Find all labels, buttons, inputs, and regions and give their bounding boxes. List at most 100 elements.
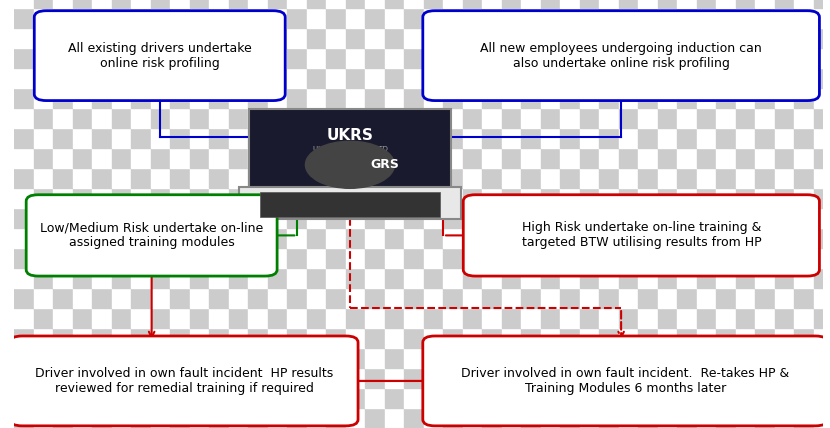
Bar	[72, 88, 92, 108]
Bar	[443, 208, 462, 228]
Bar	[189, 8, 209, 28]
Bar	[326, 328, 345, 348]
Bar	[33, 288, 53, 308]
Bar	[404, 0, 423, 8]
Bar	[384, 108, 404, 128]
Bar	[618, 148, 638, 168]
Bar	[462, 88, 482, 108]
Bar	[287, 228, 306, 248]
Bar	[228, 128, 248, 148]
Bar	[755, 288, 774, 308]
Bar	[638, 28, 657, 48]
Bar	[735, 308, 755, 328]
Bar	[482, 68, 501, 88]
Bar	[462, 0, 482, 8]
Bar	[735, 168, 755, 188]
Bar	[131, 228, 150, 248]
Bar	[560, 328, 579, 348]
Bar	[345, 168, 365, 188]
Bar	[365, 8, 384, 28]
Bar	[443, 348, 462, 368]
Bar	[677, 108, 696, 128]
Bar	[345, 48, 365, 68]
Bar	[599, 148, 618, 168]
Bar	[131, 328, 150, 348]
Bar	[92, 308, 111, 328]
Bar	[579, 288, 599, 308]
Bar	[560, 288, 579, 308]
Bar	[326, 88, 345, 108]
Bar	[599, 368, 618, 388]
Bar	[462, 288, 482, 308]
Bar	[228, 8, 248, 28]
Bar	[677, 148, 696, 168]
Bar	[209, 228, 228, 248]
Bar	[560, 88, 579, 108]
Bar	[14, 108, 33, 128]
Bar	[735, 48, 755, 68]
Bar	[404, 8, 423, 28]
Bar	[540, 308, 560, 328]
Bar	[326, 128, 345, 148]
Bar	[72, 388, 92, 408]
Bar	[657, 328, 677, 348]
Bar	[677, 248, 696, 268]
Bar	[248, 368, 267, 388]
Bar	[267, 68, 287, 88]
Bar	[306, 8, 326, 28]
Bar	[794, 288, 813, 308]
Bar	[228, 188, 248, 208]
Circle shape	[305, 141, 394, 188]
Bar	[92, 368, 111, 388]
Bar	[404, 108, 423, 128]
Bar	[794, 68, 813, 88]
Bar	[150, 168, 170, 188]
Bar	[33, 8, 53, 28]
Bar	[501, 228, 521, 248]
Bar	[209, 348, 228, 368]
Bar	[696, 228, 716, 248]
Bar	[521, 368, 540, 388]
Bar	[72, 68, 92, 88]
Bar	[170, 268, 189, 288]
Bar	[443, 108, 462, 128]
Bar	[131, 408, 150, 428]
Bar	[443, 48, 462, 68]
Bar	[794, 8, 813, 28]
Bar	[92, 88, 111, 108]
Bar	[423, 148, 443, 168]
Bar	[579, 108, 599, 128]
Bar	[150, 388, 170, 408]
Bar	[443, 368, 462, 388]
Bar	[774, 28, 794, 48]
Bar	[53, 228, 72, 248]
Bar	[755, 348, 774, 368]
Bar	[150, 268, 170, 288]
Bar	[443, 148, 462, 168]
Bar	[131, 168, 150, 188]
Bar	[404, 288, 423, 308]
Bar	[579, 28, 599, 48]
Bar	[228, 228, 248, 248]
Bar	[755, 268, 774, 288]
Bar	[14, 128, 33, 148]
Bar	[72, 28, 92, 48]
Bar	[287, 208, 306, 228]
Bar	[384, 328, 404, 348]
Bar	[521, 388, 540, 408]
Bar	[267, 288, 287, 308]
Bar	[521, 88, 540, 108]
Bar	[170, 288, 189, 308]
Bar	[579, 8, 599, 28]
Bar	[53, 8, 72, 28]
Bar	[189, 88, 209, 108]
Bar	[326, 248, 345, 268]
Bar	[72, 48, 92, 68]
Text: High Risk undertake on-line training &
targeted BTW utilising results from HP: High Risk undertake on-line training & t…	[521, 221, 761, 250]
Bar	[638, 308, 657, 328]
Bar	[345, 128, 365, 148]
Bar	[755, 0, 774, 8]
Bar	[696, 328, 716, 348]
Bar	[209, 308, 228, 328]
Bar	[33, 188, 53, 208]
